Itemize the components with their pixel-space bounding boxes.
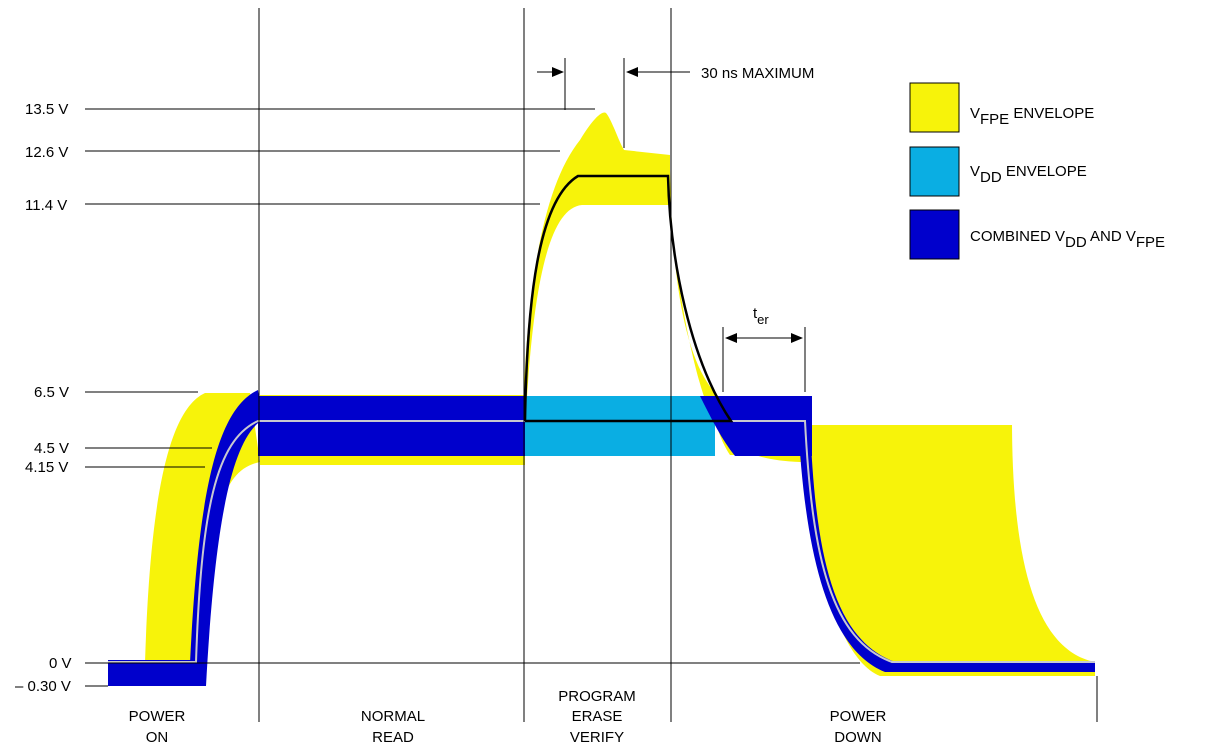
phase-normal-read-line2: READ xyxy=(372,729,414,746)
combined-post-program-band xyxy=(700,396,812,456)
label-11-4v: 11.4 V xyxy=(25,197,67,214)
legend-label-vdd: VDD ENVELOPE xyxy=(970,163,1087,186)
legend: VFPE ENVELOPE VDD ENVELOPE COMBINED VDD … xyxy=(909,82,1165,260)
legend-label-combined: COMBINED VDD AND VFPE xyxy=(970,228,1165,251)
ter-arrowhead-right xyxy=(791,333,803,343)
vfpe-envelope xyxy=(145,112,1095,676)
vfpe-programming-waveform xyxy=(523,174,734,423)
timing-arrowhead-right xyxy=(626,67,638,77)
timing-max-label: 30 ns MAXIMUM xyxy=(701,65,814,82)
combined-powerup-curve xyxy=(190,390,262,686)
label-12-6v: 12.6 V xyxy=(25,144,68,161)
label-13-5v: 13.5 V xyxy=(25,101,68,118)
phase-labels: POWER ON NORMAL READ PROGRAM ERASE VERIF… xyxy=(129,688,887,746)
legend-swatch-combined xyxy=(909,209,960,260)
ter-annotation: ter xyxy=(722,305,806,392)
timing-30ns-annotation: 30 ns MAXIMUM xyxy=(537,58,814,148)
vfpe-program-pulse xyxy=(522,112,670,460)
ter-label: ter xyxy=(753,305,769,327)
vfpe-program-fall xyxy=(670,170,735,450)
phase-program-line1: PROGRAM xyxy=(558,688,636,705)
phase-program-line3: VERIFY xyxy=(570,729,624,746)
phase-power-on-line1: POWER xyxy=(129,708,186,725)
legend-swatch-vfpe xyxy=(909,82,960,133)
label-6-5v: 6.5 V xyxy=(34,384,69,401)
voltage-guides xyxy=(85,108,860,687)
voltage-labels: 13.5 V 12.6 V 11.4 V 6.5 V 4.5 V 4.15 V … xyxy=(15,101,72,695)
combined-negative-start xyxy=(108,660,205,686)
phase-dividers xyxy=(258,8,1098,722)
label-4-5v: 4.5 V xyxy=(34,440,69,457)
label-0v: 0 V xyxy=(49,655,72,672)
vdd-envelope-band xyxy=(525,396,715,456)
phase-program-line2: ERASE xyxy=(572,708,623,725)
timing-arrowhead-left xyxy=(552,67,564,77)
phase-power-on-line2: ON xyxy=(146,729,169,746)
combined-envelope xyxy=(108,390,1095,686)
legend-swatch-vdd xyxy=(909,146,960,197)
legend-label-vfpe: VFPE ENVELOPE xyxy=(970,105,1094,128)
vfpe-powerdown-region xyxy=(800,420,1095,676)
phase-power-down-line1: POWER xyxy=(830,708,887,725)
phase-power-down-line2: DOWN xyxy=(834,729,882,746)
phase-normal-read-line1: NORMAL xyxy=(361,708,425,725)
ter-arrowhead-left xyxy=(725,333,737,343)
label-4-15v: 4.15 V xyxy=(25,459,68,476)
label-neg-0-30v: – 0.30 V xyxy=(15,678,71,695)
combined-normal-read-band xyxy=(258,396,525,456)
